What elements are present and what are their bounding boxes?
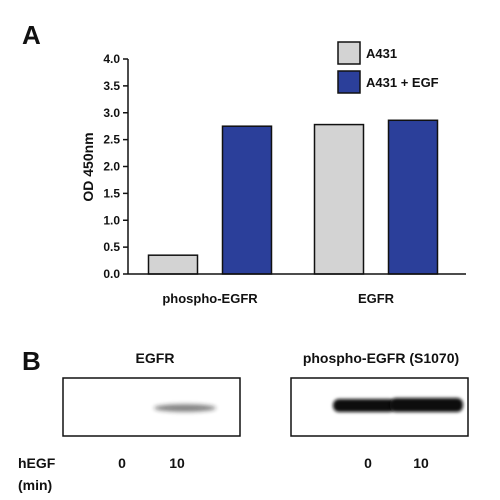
band-egfr-10min xyxy=(154,404,216,412)
y-tick-label: 3.5 xyxy=(103,79,120,93)
panel-b-label: B xyxy=(22,346,41,376)
y-tick-label: 0.5 xyxy=(103,240,120,254)
bars xyxy=(147,119,439,275)
legend-label-a431-egf: A431 + EGF xyxy=(366,75,439,90)
blot-title-egfr: EGFR xyxy=(136,350,175,366)
legend-swatch-a431 xyxy=(337,41,361,65)
bar-egfr-a431-egf xyxy=(387,119,439,275)
row-label-min: (min) xyxy=(18,477,52,493)
lane-label-egfr-0: 0 xyxy=(118,455,126,471)
y-tick-label: 2.5 xyxy=(103,133,120,147)
legend: A431 A431 + EGF xyxy=(337,41,439,94)
x-category-label-egfr: EGFR xyxy=(358,291,395,306)
y-tick-label: 1.0 xyxy=(103,213,120,227)
y-tick-label: 0.0 xyxy=(103,267,120,281)
bar-egfr-a431 xyxy=(313,123,365,275)
bar-phospho-egfr-a431 xyxy=(147,254,199,275)
legend-swatch-a431-egf xyxy=(337,70,361,94)
y-axis-title: OD 450nm xyxy=(80,132,96,201)
panel-a-label: A xyxy=(22,20,41,50)
lane-label-phospho-10: 10 xyxy=(413,455,429,471)
bar-phospho-egfr-a431-egf xyxy=(221,125,273,275)
band-phospho-egfr-10min xyxy=(390,398,463,412)
bar-chart: 0.0 0.5 1.0 1.5 2.0 2.5 3.0 3.5 4.0 OD 450nm pho… xyxy=(80,41,466,306)
blot-phospho-egfr: phospho-EGFR (S1070) xyxy=(290,350,469,437)
lane-label-phospho-0: 0 xyxy=(364,455,372,471)
y-tick-label: 1.5 xyxy=(103,186,120,200)
legend-label-a431: A431 xyxy=(366,46,397,61)
band-phospho-egfr-0min xyxy=(333,399,395,412)
blot-egfr: EGFR xyxy=(62,350,241,437)
lane-label-egfr-10: 10 xyxy=(169,455,185,471)
x-category-label-phospho-egfr: phospho-EGFR xyxy=(162,291,258,306)
row-label-hegf: hEGF xyxy=(18,455,56,471)
y-axis: 0.0 0.5 1.0 1.5 2.0 2.5 3.0 3.5 4.0 xyxy=(103,52,129,281)
lane-labels: hEGF (min) 0 10 0 10 xyxy=(18,455,429,493)
y-tick-label: 4.0 xyxy=(103,52,120,66)
blot-title-phospho-egfr: phospho-EGFR (S1070) xyxy=(303,350,459,366)
y-tick-label: 2.0 xyxy=(103,160,120,174)
y-tick-label: 3.0 xyxy=(103,106,120,120)
